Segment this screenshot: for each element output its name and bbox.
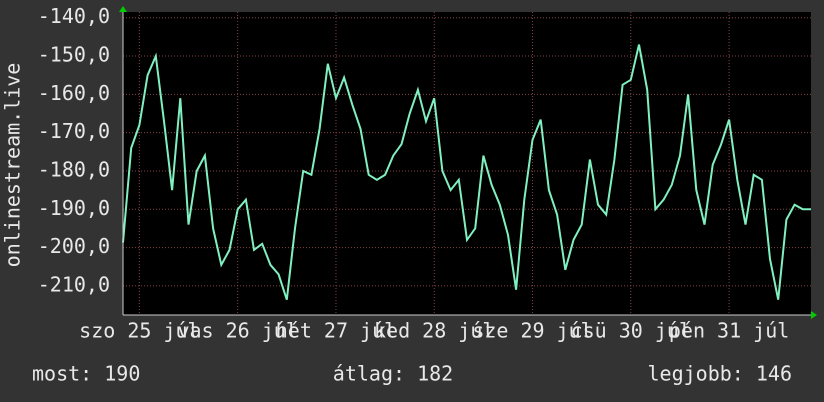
- y-tick-label: -210,0: [38, 272, 110, 296]
- x-tick-label: pén 31 júl: [669, 319, 789, 343]
- y-tick-label: -140,0: [38, 4, 110, 28]
- x-tick-label: vas 26 júl: [177, 319, 297, 343]
- y-tick-label: -190,0: [38, 196, 110, 220]
- x-tick-label: hét 27 júl: [276, 319, 396, 343]
- y-tick-label: -170,0: [38, 119, 110, 143]
- axis-arrow: [811, 311, 817, 319]
- y-tick-label: -150,0: [38, 43, 110, 67]
- footer-current: most: 190: [32, 362, 140, 386]
- data-line: [122, 44, 811, 301]
- x-tick-label: ked 28 júl: [374, 319, 494, 343]
- x-tick-label: csü 30 júl: [571, 319, 691, 343]
- x-tick-label: szo 25 júl: [79, 319, 199, 343]
- y-tick-label: -160,0: [38, 81, 110, 105]
- footer-best: legjobb: 146: [648, 362, 793, 386]
- plot-area: [123, 12, 811, 315]
- y-tick-label: -180,0: [38, 157, 110, 181]
- axis-arrow: [119, 6, 127, 12]
- footer-average: átlag: 182: [333, 362, 453, 386]
- y-tick-label: -200,0: [38, 234, 110, 258]
- y-axis-label: onlinestream.live: [1, 63, 25, 268]
- x-tick-label: sze 29 júl: [472, 319, 592, 343]
